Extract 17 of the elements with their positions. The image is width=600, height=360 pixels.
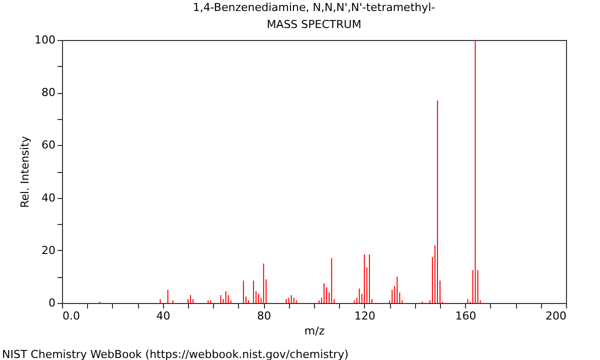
x-tick-label: 40 xyxy=(156,310,170,322)
chart-subtitle: MASS SPECTRUM xyxy=(266,18,362,31)
y-tick-label: 20 xyxy=(42,244,56,257)
x-axis-title: m/z xyxy=(304,324,325,338)
chart-title: 1,4-Benzenediamine, N,N,N',N'-tetramethyl- xyxy=(192,1,436,14)
x-tick-label: 200 xyxy=(546,310,566,322)
x-tick-label: 120 xyxy=(354,310,376,322)
x-tick-label: 80 xyxy=(257,310,272,322)
y-tick-label: 60 xyxy=(42,138,56,152)
x-tick-label: 160 xyxy=(455,310,476,322)
text: NIST Chemistry WebBook (https://webbook.nist.gov/chemistry) xyxy=(2,348,348,360)
y-tick-label: 40 xyxy=(42,191,56,204)
y-axis-title: Rel. Intensity xyxy=(18,136,32,208)
y-tick-label: 100 xyxy=(34,34,56,46)
y-tick-label: 0 xyxy=(48,296,56,310)
x-tick-label: 0.0 xyxy=(62,310,80,322)
y-tick-label: 80 xyxy=(42,86,56,100)
